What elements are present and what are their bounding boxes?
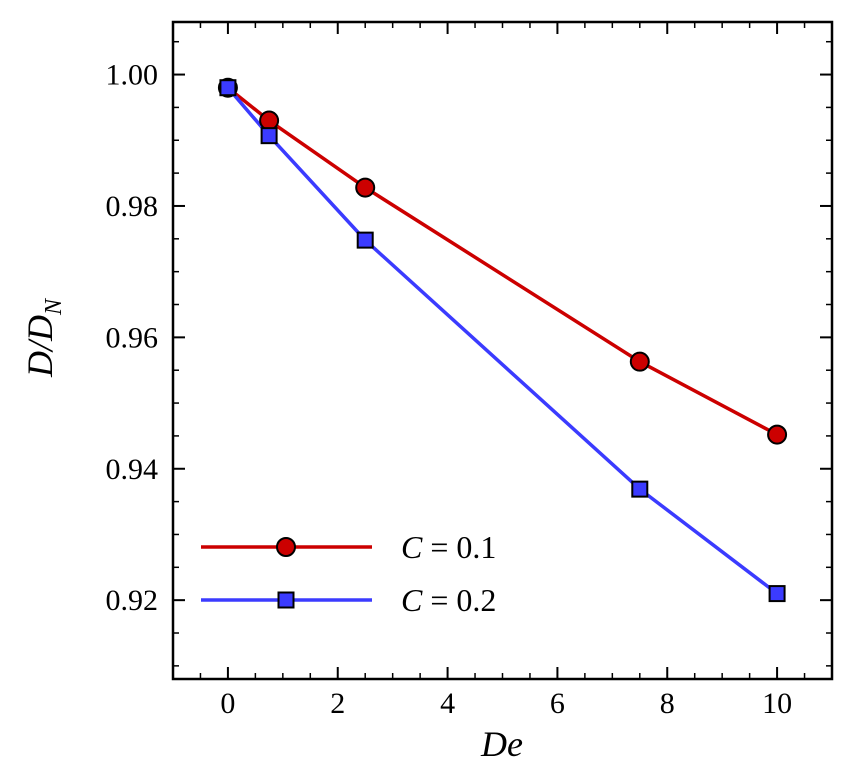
y-tick-label: 0.98	[106, 190, 159, 223]
x-tick-label: 4	[440, 687, 455, 720]
y-axis-title: D/DN	[20, 297, 67, 378]
x-tick-label: 0	[220, 687, 235, 720]
series-2-point	[219, 79, 237, 97]
x-tick-label: 6	[550, 687, 565, 720]
y-axis-title-main: D/D	[20, 315, 60, 378]
y-tick-label: 1.00	[106, 59, 159, 92]
x-tick-label: 10	[762, 687, 792, 720]
legend-label: C = 0.1	[401, 529, 496, 565]
series-markers	[217, 77, 788, 603]
series-1-point	[629, 351, 650, 372]
x-tick-label: 2	[330, 687, 345, 720]
tick-labels: 0 2 4 6 8 10 0.92 0.94 0.96 0.98 1.00	[106, 59, 793, 720]
y-axis-title-subscript: N	[41, 297, 67, 316]
y-tick-label: 0.92	[106, 584, 159, 617]
legend-marker	[276, 537, 296, 557]
legend-marker	[277, 591, 295, 609]
legend-label: C = 0.2	[401, 582, 496, 618]
series-2-point	[768, 585, 786, 603]
x-axis-title: De	[480, 724, 523, 764]
legend: C = 0.1 C = 0.2	[201, 529, 496, 618]
series-1-point	[355, 177, 376, 198]
series-2-point	[260, 127, 278, 145]
y-tick-label: 0.96	[106, 321, 159, 354]
series-lines	[226, 86, 779, 595]
y-tick-label: 0.94	[106, 453, 159, 486]
series-1-point	[259, 110, 280, 131]
series-2-point	[356, 231, 374, 249]
series-2-point	[631, 480, 649, 498]
plot-frame	[171, 20, 834, 681]
major-ticks	[173, 22, 832, 679]
x-tick-label: 8	[660, 687, 675, 720]
series-1-line	[226, 86, 778, 437]
series-1-point	[767, 424, 788, 445]
series-2-line	[226, 86, 779, 595]
